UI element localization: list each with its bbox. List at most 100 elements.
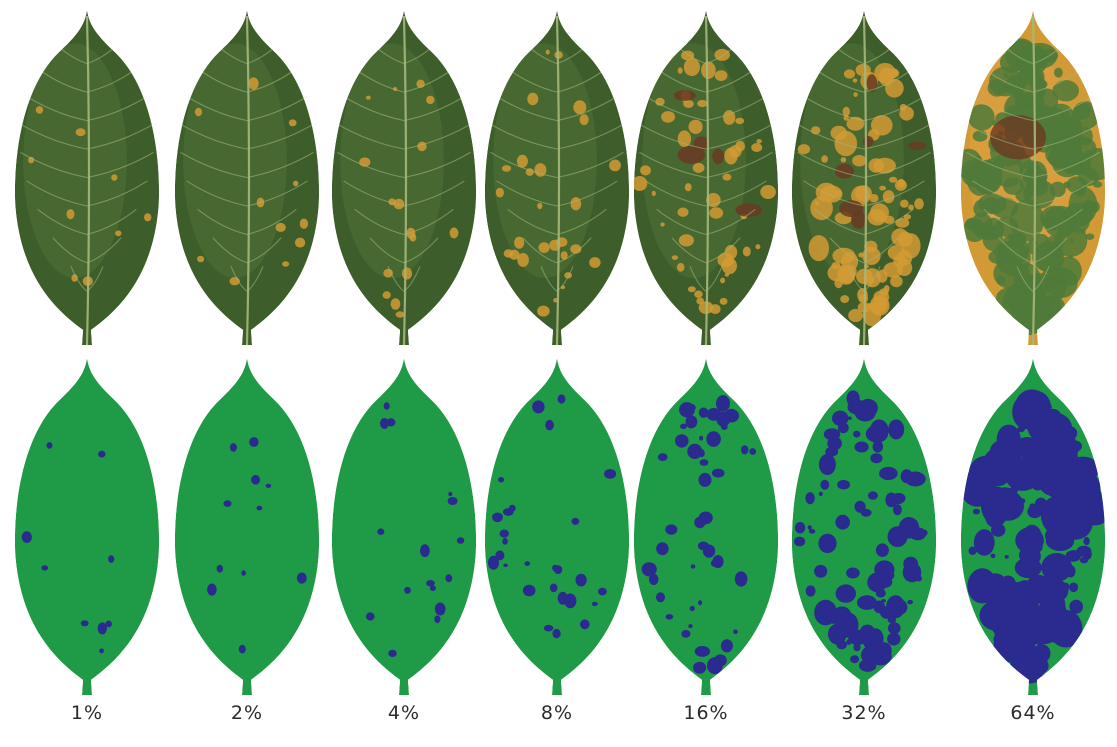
lesion-spot [1015,188,1033,202]
lesion-spot [692,162,705,173]
lesion-spot [832,247,856,264]
lesion-spot [749,448,757,455]
lateral-vein [645,180,707,207]
lesion-spot [677,207,689,217]
lesion-spot [532,400,545,414]
lesion-spot [1019,648,1025,655]
lesion-spot [741,445,749,455]
lesion-spot [1024,423,1030,429]
lesion-spot [720,639,733,653]
lesion-spot [144,213,152,222]
lesion-spot [719,297,728,305]
lesion-spot [1061,489,1075,500]
lesion-spot [1025,161,1048,190]
lesion-spot [406,227,416,239]
lesion-spot [380,418,389,429]
lesion-spot [827,264,846,282]
healthy-area [331,358,477,695]
lesion-spot [537,202,543,210]
lesion-spot [710,559,722,568]
lesion-spot [393,198,405,210]
lesion-spot [687,286,696,293]
lateral-vein [354,208,405,236]
leaf-mask [791,358,937,695]
lesion-spot [545,49,550,55]
lesion-spot [879,300,884,304]
lesion-spot [456,537,465,544]
lesion-spot [527,92,539,106]
lesion-spot [872,440,883,453]
lesion-spot [904,471,926,487]
lateral-vein [496,180,558,207]
leaf-photo [960,10,1106,345]
lateral-vein [489,123,558,150]
lesion-spot [591,601,598,607]
lateral-vein [341,94,405,122]
lateral-vein [403,208,454,236]
lesion-spot [877,269,888,283]
lateral-vein [19,123,88,150]
lateral-vein [863,237,899,264]
lesion-spot [837,422,849,434]
lesion-spot [434,602,446,616]
lesion-spot [1045,277,1060,288]
lesion-spot [522,584,536,597]
lesion-spot [1069,238,1074,243]
lesion-spot [648,573,659,585]
lesion-spot [1051,145,1069,159]
lesion-spot [1010,484,1019,494]
lateral-vein [246,237,282,264]
lateral-vein [1016,266,1034,292]
lesion-spot [709,304,721,315]
lesion-spot [1068,254,1073,260]
lesion-spot [818,533,837,554]
lesion-spot [684,403,696,412]
lesion-spot [990,491,1005,504]
lesion-spot [366,612,375,621]
lesion-spot [299,218,309,229]
leaf-photo [633,10,779,345]
lesion-spot [1038,308,1043,312]
lesion-spot [509,249,520,260]
lesion-spot [420,544,430,558]
lesion-spot [697,99,708,108]
lesion-spot [1045,267,1078,298]
severity-label-1: 1% [70,702,104,724]
lesion-spot [549,583,558,593]
lesion-spot [864,240,878,253]
lateral-vein [490,151,558,179]
lesion-spot [293,180,299,187]
lesion-spot [35,106,44,114]
lesion-spot [990,553,996,559]
lateral-vein [343,180,405,207]
lesion-spot [241,570,246,576]
lesion-spot [492,512,503,523]
lesion-spot [735,117,745,125]
lesion-spot [805,585,816,597]
lesion-spot [1081,229,1086,235]
lateral-vein [403,237,439,264]
lesion-spot [383,268,394,278]
lateral-vein [387,266,405,292]
lesion-spot [571,517,580,525]
lesion-spot [733,629,738,634]
lesion-spot [194,107,203,117]
severity-label-8: 8% [540,702,574,724]
leaf-mask [633,358,779,695]
lesion-spot [689,605,695,612]
lesion-spot [820,479,830,490]
lesion-spot [694,646,711,657]
lateral-vein [797,151,865,179]
lesion-spot [390,298,401,310]
lateral-vein [403,94,467,122]
lesion-spot [229,443,237,452]
lesion-spot [434,615,441,624]
lateral-vein [494,94,558,122]
necrotic-spot [834,163,854,179]
lesion-spot [696,297,705,305]
lesion-spot [890,275,903,288]
lateral-vein [970,94,1034,122]
lesion-spot [862,302,882,327]
lesion-spot [1072,101,1100,130]
lesion-spot [1064,436,1077,449]
